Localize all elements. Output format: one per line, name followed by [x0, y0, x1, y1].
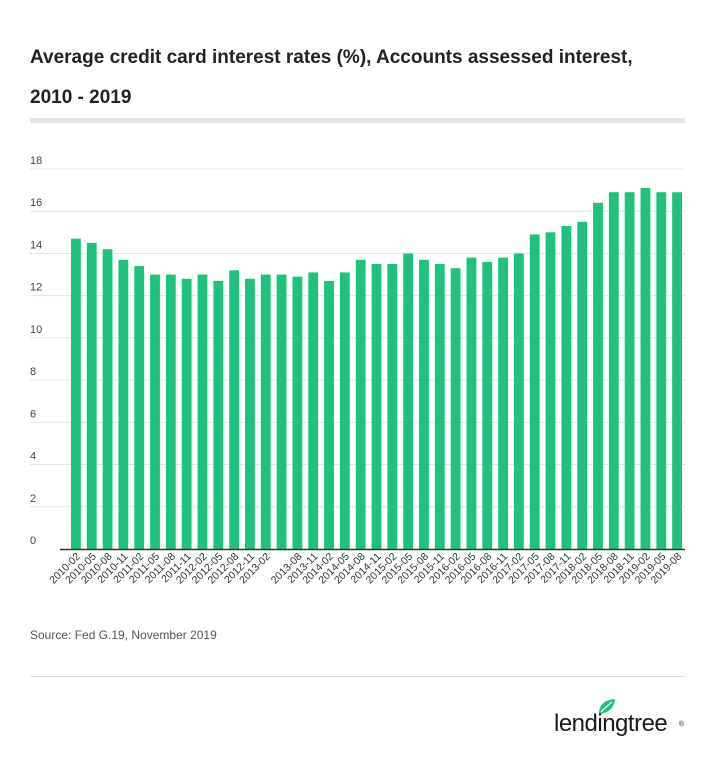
y-tick-label: 6	[30, 408, 36, 420]
bar	[260, 274, 271, 549]
y-tick-label: 2	[30, 493, 36, 505]
bar	[213, 280, 224, 549]
bar	[245, 278, 255, 549]
bar	[450, 268, 461, 549]
chart-title-line-2: 2010 - 2019	[30, 87, 132, 108]
bar	[403, 253, 414, 549]
chart-title-line-1: Average credit card interest rates (%), …	[30, 47, 633, 68]
bar	[545, 232, 556, 549]
y-tick-label: 18	[30, 155, 42, 167]
bar	[387, 264, 398, 549]
bar	[229, 270, 240, 549]
bar	[150, 274, 160, 549]
y-tick-label: 8	[30, 366, 36, 378]
lendingtree-logo: lendingtree ®	[554, 698, 684, 744]
bar	[608, 192, 619, 549]
bar	[118, 259, 129, 549]
registered-mark: ®	[678, 721, 684, 728]
bar	[308, 272, 319, 549]
bar	[324, 280, 334, 549]
bar	[561, 226, 572, 549]
bar	[197, 274, 208, 549]
bar	[276, 274, 287, 549]
bar	[165, 274, 176, 549]
bar	[355, 259, 366, 549]
footer-divider	[30, 676, 685, 677]
bar	[419, 259, 429, 549]
bar	[513, 253, 524, 549]
bar	[86, 242, 97, 549]
bar	[593, 202, 603, 549]
bar	[371, 264, 382, 549]
bar	[577, 221, 588, 549]
y-tick-label: 16	[30, 197, 42, 209]
y-tick-label: 12	[30, 282, 42, 294]
y-tick-label: 14	[30, 239, 42, 251]
brand-name: lendingtree	[554, 710, 668, 737]
bar	[466, 257, 477, 549]
bar	[134, 266, 145, 549]
bar	[181, 278, 192, 549]
bar	[656, 192, 667, 549]
bar	[102, 249, 113, 549]
y-tick-label: 10	[30, 324, 42, 336]
leaf-icon	[599, 699, 615, 714]
chart-title: Average credit card interest rates (%), …	[30, 38, 680, 118]
title-divider	[30, 118, 685, 123]
bar	[339, 272, 350, 549]
y-tick-label: 4	[30, 451, 36, 463]
bar-chart: 0246810121416182010-022010-052010-082010…	[30, 155, 685, 586]
y-tick-label: 0	[30, 535, 36, 547]
bar	[482, 261, 493, 549]
bar	[292, 276, 303, 549]
source-note: Source: Fed G.19, November 2019	[30, 628, 217, 642]
bar	[498, 257, 508, 549]
bar	[71, 238, 81, 549]
bar	[529, 234, 540, 549]
bar	[434, 264, 445, 549]
bar	[672, 192, 682, 549]
bar	[624, 192, 635, 549]
bar	[640, 188, 651, 549]
